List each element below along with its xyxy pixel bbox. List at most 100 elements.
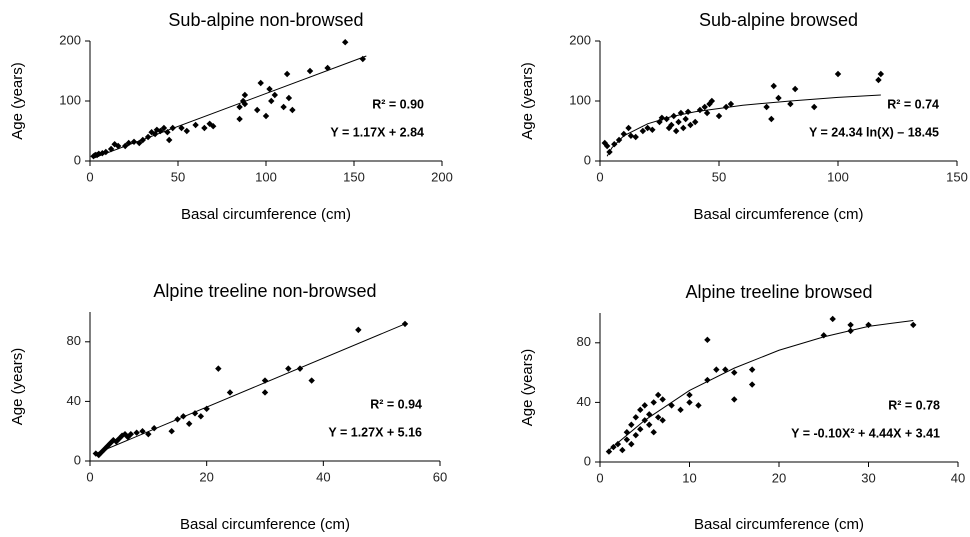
chart-title: Sub-alpine non-browsed [168, 10, 363, 30]
x-axis-label: Basal circumference (cm) [181, 206, 351, 223]
x-tick-label: 20 [772, 470, 786, 485]
annotation: R² = 0.78 [888, 398, 940, 412]
point [185, 420, 193, 427]
point [877, 70, 885, 78]
x-tick-label: 50 [712, 169, 726, 184]
point [114, 142, 122, 150]
point [254, 106, 261, 114]
point [271, 91, 278, 99]
y-tick-label: 100 [569, 92, 591, 107]
point [695, 402, 702, 409]
x-tick-label: 40 [951, 470, 965, 485]
point [627, 132, 635, 139]
point [687, 121, 694, 129]
y-tick-label: 80 [577, 334, 591, 349]
point [160, 124, 168, 132]
point [829, 315, 836, 323]
x-tick-label: 150 [946, 169, 968, 184]
point [722, 366, 729, 373]
point [236, 115, 243, 123]
point [686, 391, 693, 399]
point [127, 430, 135, 438]
point [157, 127, 164, 135]
point [731, 396, 738, 403]
point [675, 118, 682, 126]
point [355, 326, 362, 334]
point [649, 126, 656, 133]
point [646, 411, 653, 418]
x-tick-label: 0 [596, 169, 603, 184]
point [637, 426, 644, 433]
y-tick-label: 0 [584, 152, 591, 167]
point [623, 429, 631, 436]
y-tick-label: 0 [74, 152, 81, 167]
annotation: R² = 0.90 [372, 97, 424, 111]
point [236, 103, 243, 111]
fit-line [606, 94, 881, 157]
point [677, 109, 685, 117]
point [704, 376, 711, 384]
point [787, 100, 794, 108]
point [619, 446, 626, 454]
point [280, 103, 287, 111]
point [261, 389, 269, 396]
point [308, 377, 315, 384]
point [166, 136, 173, 144]
point [680, 124, 687, 132]
point [703, 109, 711, 117]
point [632, 414, 639, 421]
point [847, 321, 854, 329]
annotation: R² = 0.74 [887, 97, 939, 111]
point [834, 70, 842, 78]
point [727, 100, 735, 108]
point [210, 123, 217, 130]
point [625, 124, 632, 132]
point [289, 106, 296, 114]
point [192, 121, 199, 129]
point [637, 406, 644, 414]
point [748, 366, 756, 373]
point [632, 431, 639, 439]
y-tick-label: 200 [59, 32, 81, 47]
point [268, 97, 275, 105]
point [610, 443, 617, 451]
x-tick-label: 40 [316, 469, 330, 484]
x-tick-label: 0 [86, 469, 93, 484]
point [731, 369, 738, 376]
point [654, 391, 662, 399]
x-tick-label: 30 [861, 470, 875, 485]
point [107, 145, 115, 153]
point [632, 133, 639, 141]
point [623, 436, 631, 443]
point [98, 448, 105, 456]
y-tick-label: 40 [67, 393, 81, 408]
point [692, 118, 699, 126]
point [704, 336, 711, 344]
fit-line [95, 323, 406, 455]
x-axis-label: Basal circumference (cm) [693, 206, 863, 223]
point [628, 440, 635, 448]
fit-line [93, 55, 367, 159]
y-axis-label: Age (years) [9, 348, 26, 426]
point [102, 148, 110, 156]
point [791, 85, 799, 93]
annotation: Y = -0.10X² + 4.44X + 3.41 [791, 426, 940, 440]
point [285, 94, 293, 102]
point [215, 365, 222, 372]
point [770, 82, 777, 90]
point [708, 97, 716, 105]
point [668, 402, 675, 409]
x-tick-label: 10 [682, 470, 696, 485]
point [226, 389, 234, 396]
point [639, 127, 647, 135]
point [722, 103, 730, 111]
point [133, 429, 140, 436]
point [706, 100, 713, 108]
y-tick-label: 0 [584, 453, 591, 468]
panel: Alpine treeline browsed 0 40 80 0 10 20 30 40 Bas… [519, 282, 965, 533]
point [603, 142, 611, 150]
x-tick-label: 0 [86, 169, 93, 184]
y-axis-label: Age (years) [9, 62, 26, 140]
point [168, 428, 175, 435]
